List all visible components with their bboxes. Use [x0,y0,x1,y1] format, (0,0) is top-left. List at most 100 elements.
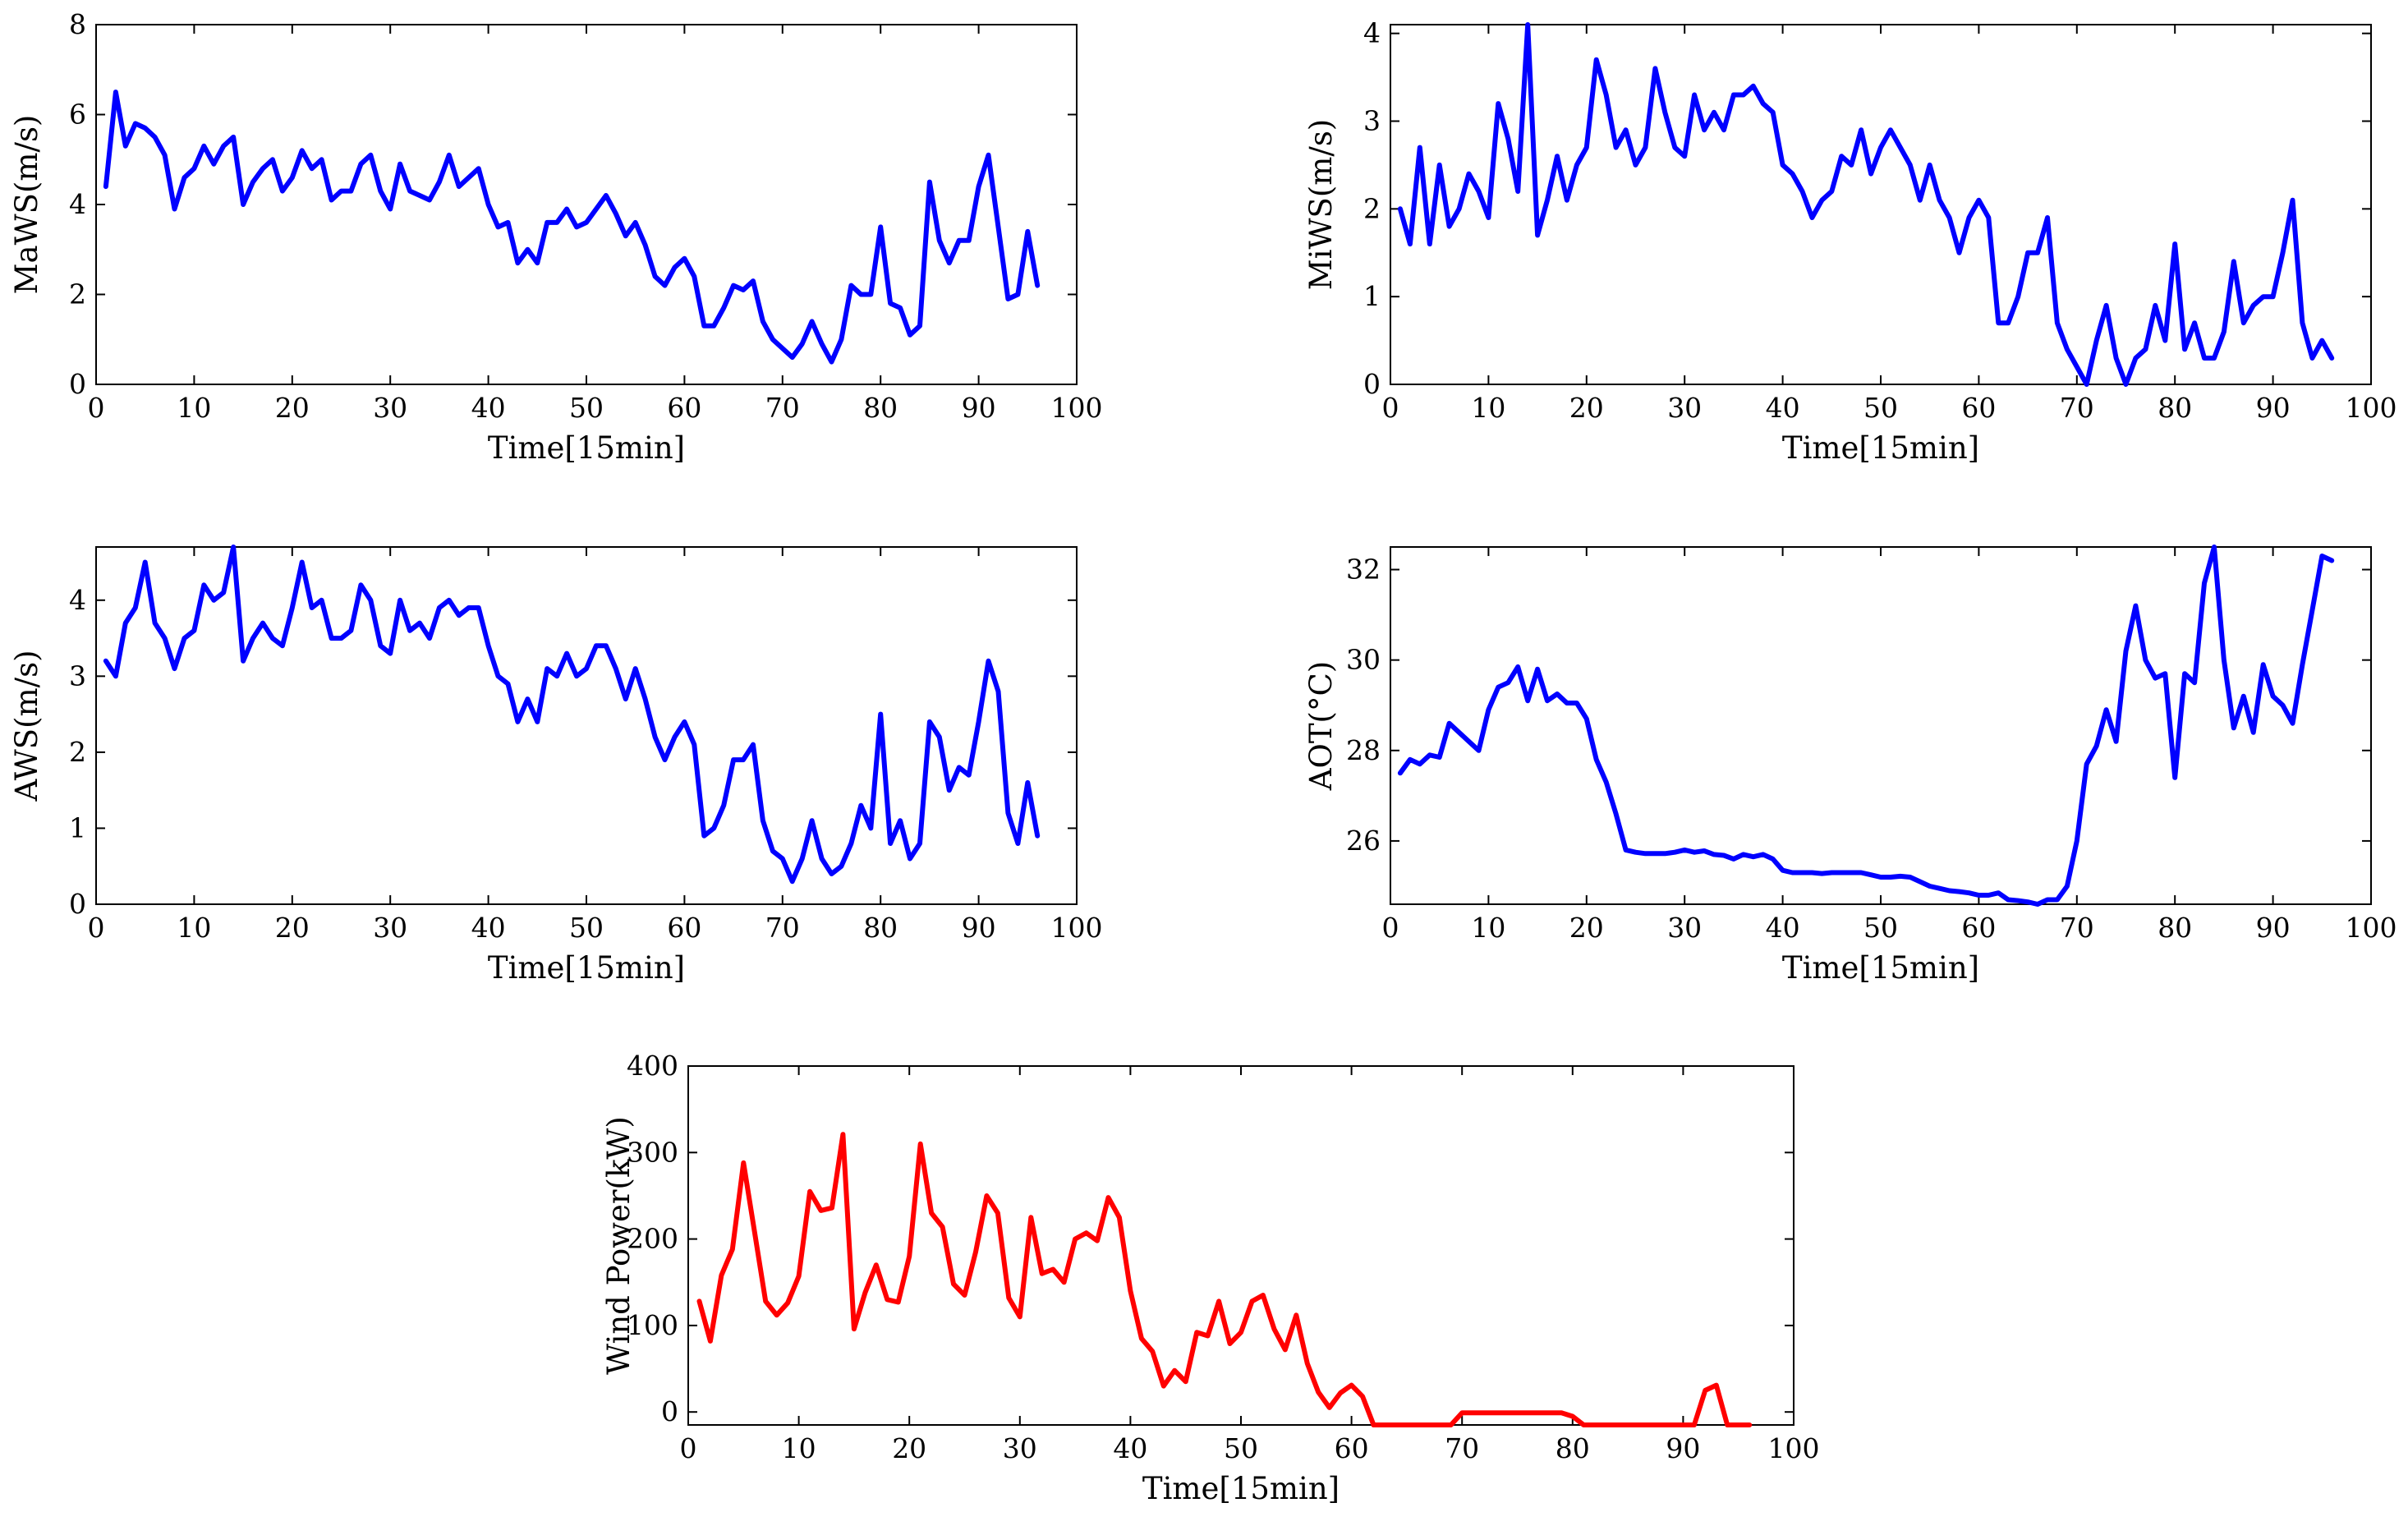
wind-power-y-tick-label: 200 [627,1223,678,1255]
panel-mawks: 0 10 20 30 40 50 60 70 80 90 100 0 2 4 6 8 Time[15min] Ma… [9,8,1103,466]
aws-x-axis-label: Time[15min] [488,950,685,986]
aot-x-tick-label: 80 [2158,912,2192,944]
aot-x-axis-label: Time[15min] [1782,950,1979,986]
miws-x-tick-label: 10 [1471,392,1505,424]
mawks-x-tick-label: 80 [863,392,898,424]
aws-x-tick-label: 50 [569,912,604,944]
mawks-x-tick-label: 30 [373,392,407,424]
mawks-y-tick-label: 4 [69,188,86,220]
wind-power-x-tick-label: 20 [892,1432,926,1464]
aws-y-tick-label: 0 [69,888,86,920]
mawks-y-tick-label: 8 [69,8,86,40]
wind-power-x-tick-label: 90 [1666,1432,1700,1464]
miws-y-tick-label: 1 [1363,280,1381,312]
aws-x-tick-label: 10 [177,912,211,944]
mawks-x-tick-label: 70 [765,392,800,424]
aws-y-tick-label: 1 [69,811,86,843]
aws-x-tick-label: 90 [962,912,996,944]
aws-series-line [103,545,1041,885]
wind-power-x-tick-label: 10 [782,1432,816,1464]
miws-x-tick-label: 100 [2346,392,2397,424]
panel-wind-power: 0 10 20 30 40 50 60 70 80 90 100 0 100 200 300 400 Time[… [601,1050,1820,1506]
wind-power-y-tick-label: 0 [661,1395,678,1427]
aot-y-axis-label: AOT(°C) [1303,661,1339,791]
miws-x-tick-label: 70 [2060,392,2094,424]
aws-x-tick-label: 0 [88,912,105,944]
miws-y-axis-label: MiWS(m/s) [1303,119,1339,291]
aot-x-tick-label: 90 [2256,912,2291,944]
mawks-y-tick-label: 6 [69,99,86,131]
mawks-x-tick-label: 20 [275,392,310,424]
mawks-x-tick-label: 10 [177,392,211,424]
miws-y-tick-label: 4 [1363,17,1381,49]
wind-power-x-tick-label: 70 [1445,1432,1479,1464]
miws-x-tick-label: 90 [2256,392,2291,424]
aws-x-tick-label: 20 [275,912,310,944]
aws-y-tick-label: 2 [69,736,86,768]
mawks-y-tick-label: 0 [69,368,86,400]
wind-power-x-tick-label: 50 [1224,1432,1258,1464]
aot-x-tick-label: 30 [1667,912,1702,944]
aws-y-axis-label: AWS(m/s) [9,650,44,802]
mawks-x-axis-label: Time[15min] [488,430,685,466]
miws-x-tick-label: 60 [1961,392,1996,424]
aot-x-tick-label: 20 [1569,912,1604,944]
miws-x-tick-label: 80 [2158,392,2192,424]
miws-x-tick-label: 40 [1766,392,1800,424]
panel-aws: 0 10 20 30 40 50 60 70 80 90 100 0 1 2 3 4 Time[15min] AW… [9,545,1103,986]
aot-y-tick-label: 26 [1346,825,1381,857]
wind-power-y-tick-label: 100 [627,1309,678,1341]
aws-x-tick-label: 70 [765,912,800,944]
mawks-y-tick-label: 2 [69,278,86,310]
mawks-x-tick-label: 100 [1051,392,1103,424]
wind-power-y-axis-label: Wind Power(kW) [601,1116,636,1375]
mawks-x-tick-label: 0 [88,392,105,424]
aot-x-tick-label: 10 [1471,912,1505,944]
wind-power-series-line [696,1132,1753,1427]
aot-y-tick-label: 28 [1346,734,1381,766]
panel-miws: 0 10 20 30 40 50 60 70 80 90 100 0 1 2 3 4 Time[15min] Mi… [1303,17,2397,466]
wind-power-y-tick-label: 400 [627,1050,678,1082]
miws-x-tick-label: 30 [1667,392,1702,424]
aot-x-tick-label: 60 [1961,912,1996,944]
miws-series-line [1397,22,2335,387]
mawks-y-axis-label: MaWS(m/s) [9,115,44,295]
aot-x-tick-label: 40 [1766,912,1800,944]
miws-y-tick-label: 3 [1363,105,1381,137]
mawks-x-tick-label: 60 [667,392,701,424]
aot-x-tick-label: 100 [2346,912,2397,944]
wind-power-x-tick-label: 60 [1335,1432,1369,1464]
mawks-x-tick-label: 50 [569,392,604,424]
aws-x-tick-label: 40 [471,912,506,944]
wind-power-x-tick-label: 80 [1556,1432,1590,1464]
aot-y-tick-label: 30 [1346,644,1381,676]
aws-y-tick-label: 4 [69,584,86,616]
wind-power-x-tick-label: 40 [1113,1432,1147,1464]
wind-power-axes-frame [687,1065,1795,1426]
miws-x-tick-label: 50 [1863,392,1898,424]
aot-x-tick-label: 50 [1863,912,1898,944]
miws-y-tick-label: 0 [1363,368,1381,400]
aws-x-tick-label: 30 [373,912,407,944]
mawks-series-line [103,90,1041,365]
aot-x-tick-label: 70 [2060,912,2094,944]
mawks-x-tick-label: 40 [471,392,506,424]
wind-power-y-tick-label: 300 [627,1136,678,1168]
aot-axes-frame [1390,546,2372,905]
miws-x-tick-label: 0 [1382,392,1399,424]
wind-power-x-axis-label: Time[15min] [1142,1471,1340,1506]
miws-x-axis-label: Time[15min] [1782,430,1979,466]
aws-x-tick-label: 60 [667,912,701,944]
miws-y-tick-label: 2 [1363,192,1381,224]
aws-y-tick-label: 3 [69,659,86,692]
panel-aot: 0 10 20 30 40 50 60 70 80 90 100 26 28 30 32 Time[15min… [1303,545,2397,986]
aot-y-tick-label: 32 [1346,554,1381,586]
aws-x-tick-label: 80 [863,912,898,944]
wind-power-x-tick-label: 0 [680,1432,697,1464]
wind-power-x-tick-label: 30 [1003,1432,1037,1464]
wind-power-x-tick-label: 100 [1768,1432,1820,1464]
aot-series-line [1397,545,2335,907]
miws-x-tick-label: 20 [1569,392,1604,424]
aws-x-tick-label: 100 [1051,912,1103,944]
